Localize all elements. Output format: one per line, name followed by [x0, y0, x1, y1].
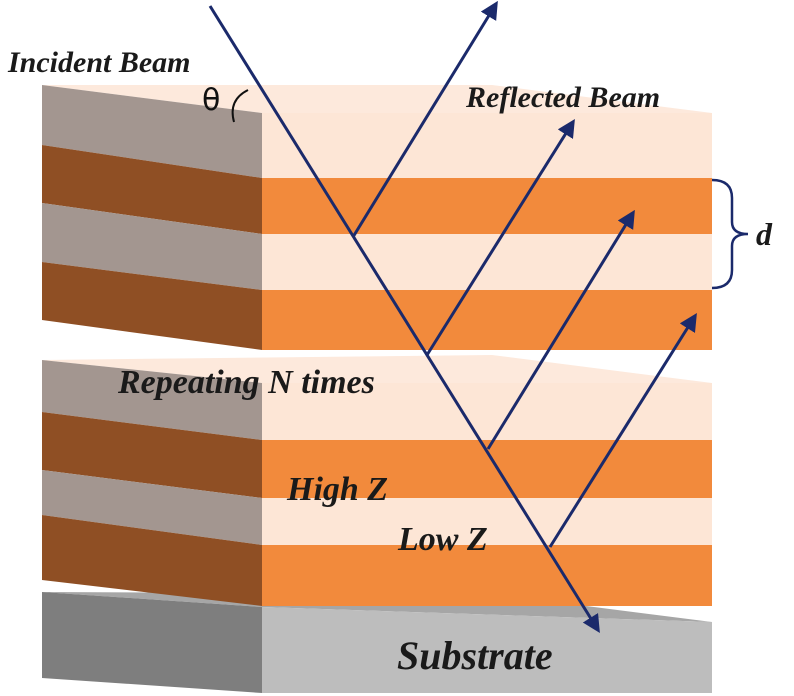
low-z-label: Low Z	[397, 521, 488, 558]
incident-beam-label: Incident Beam	[7, 46, 191, 79]
substrate-label: Substrate	[397, 633, 553, 678]
lower-front-low-z-2	[262, 498, 712, 545]
lower-front-low-z-1	[262, 383, 712, 440]
theta-angle-arc	[231, 89, 249, 123]
reflected-beam-4	[548, 312, 697, 548]
upper-side-layer-1	[42, 85, 262, 178]
repeating-label: Repeating N times	[117, 364, 375, 401]
upper-multilayer-stack	[42, 85, 712, 350]
lower-stack-top-face	[42, 355, 712, 383]
reflected-beam-label: Reflected Beam	[465, 81, 660, 114]
incident-beam-line	[208, 5, 600, 634]
period-bracket	[711, 178, 749, 290]
upper-stack-top-face	[42, 85, 712, 113]
lower-side-layer-4	[42, 515, 262, 606]
upper-front-low-z-1	[262, 113, 712, 178]
d-label: d	[756, 216, 773, 252]
reflected-beam-2	[425, 118, 575, 356]
reflected-beam-1	[351, 0, 498, 238]
upper-front-high-z-2	[262, 290, 712, 350]
upper-side-layer-2	[42, 145, 262, 234]
substrate-block	[42, 592, 712, 693]
upper-side-layer-3	[42, 203, 262, 290]
lower-side-layer-3	[42, 470, 262, 545]
substrate-side-face	[42, 592, 262, 693]
upper-front-high-z-1	[262, 178, 712, 234]
high-z-label: High Z	[286, 471, 388, 508]
reflected-beam-3	[486, 209, 635, 450]
upper-side-layer-4	[42, 262, 262, 350]
lower-side-layer-2	[42, 412, 262, 498]
theta-label: θ	[202, 83, 220, 118]
lower-side-layer-1	[42, 360, 262, 440]
lower-front-high-z-2	[262, 545, 712, 606]
lower-multilayer-stack	[42, 355, 712, 606]
